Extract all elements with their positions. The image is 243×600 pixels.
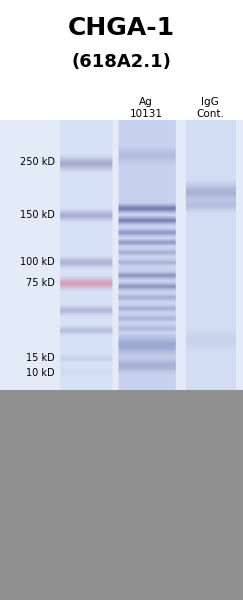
- Text: CHGA-1: CHGA-1: [68, 16, 175, 40]
- Text: 150 kD: 150 kD: [20, 210, 55, 220]
- Text: 15 kD: 15 kD: [26, 353, 55, 363]
- Text: 75 kD: 75 kD: [26, 278, 55, 288]
- Text: Ag
10131: Ag 10131: [130, 97, 163, 119]
- Text: IgG
Cont.: IgG Cont.: [196, 97, 224, 119]
- Text: 10 kD: 10 kD: [26, 368, 55, 378]
- Text: 100 kD: 100 kD: [20, 257, 55, 267]
- Text: 250 kD: 250 kD: [20, 157, 55, 167]
- Text: (618A2.1): (618A2.1): [71, 53, 172, 71]
